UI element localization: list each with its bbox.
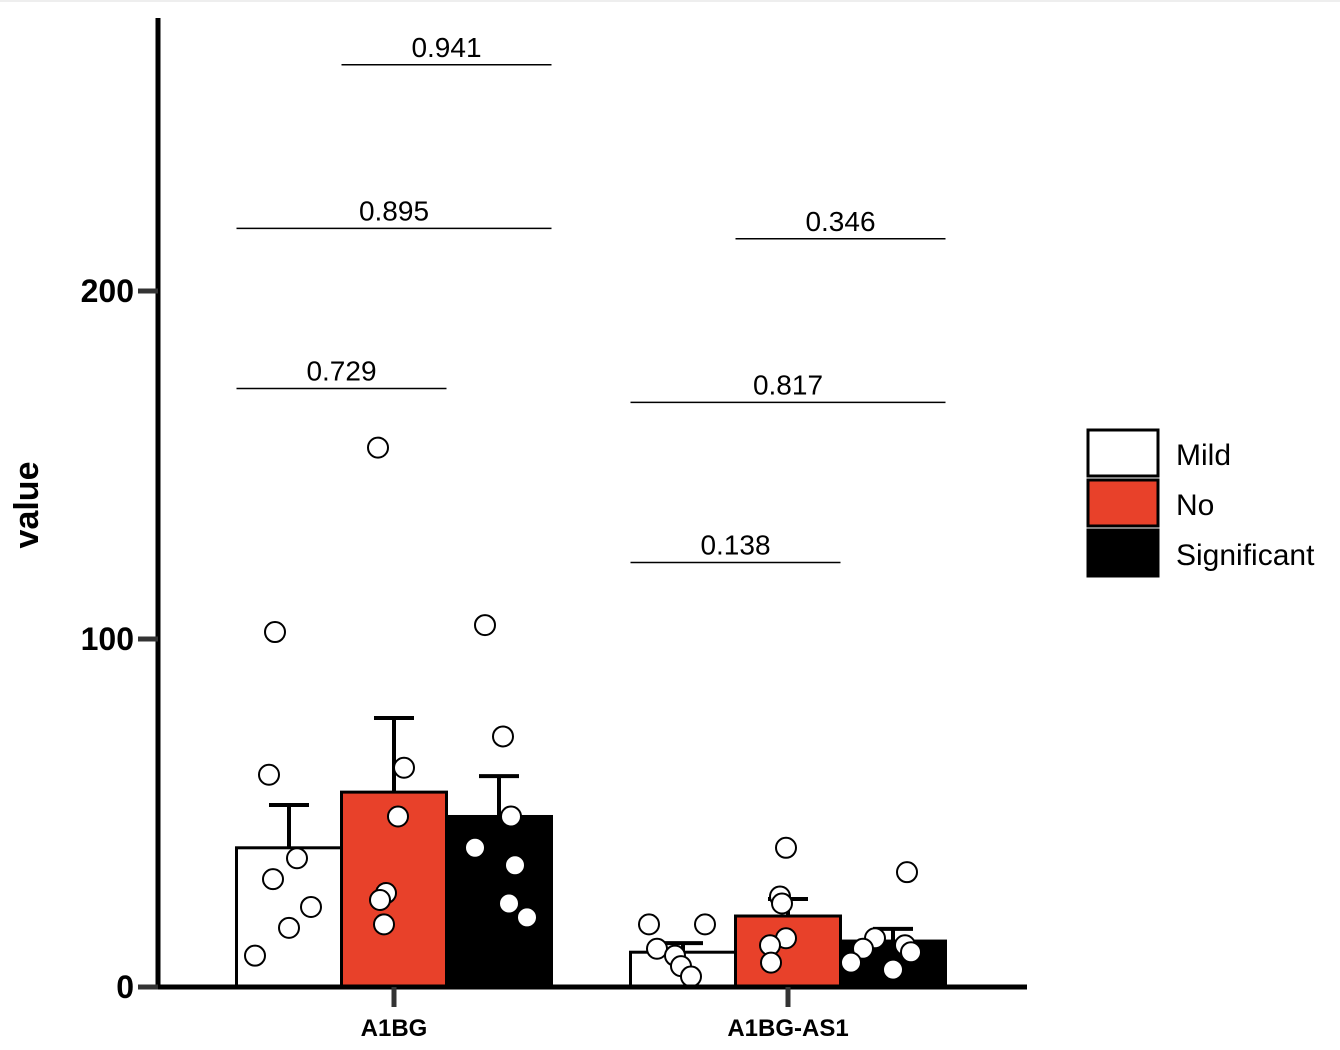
p-value-label: 0.941 xyxy=(411,32,481,63)
legend-swatch-mild xyxy=(1086,428,1160,478)
y-axis-label: value xyxy=(8,462,46,549)
data-point xyxy=(900,941,922,964)
legend-label-no: No xyxy=(1176,489,1214,522)
data-point xyxy=(258,763,280,786)
data-point xyxy=(262,868,284,891)
data-point xyxy=(516,906,538,929)
data-point xyxy=(771,892,793,915)
legend-swatch-no xyxy=(1086,478,1160,528)
data-point xyxy=(474,614,496,637)
data-point xyxy=(775,836,797,859)
x-tick-label: A1BG-AS1 xyxy=(727,1015,848,1042)
data-point xyxy=(367,436,389,459)
legend-swatch-significant xyxy=(1086,528,1160,578)
data-point xyxy=(393,756,415,779)
p-value-label: 0.895 xyxy=(359,195,429,226)
data-point xyxy=(840,951,862,974)
data-point xyxy=(504,854,526,877)
p-value-label: 0.729 xyxy=(306,355,376,386)
legend-label-mild: Mild xyxy=(1176,439,1231,472)
y-tick-label: 200 xyxy=(81,273,134,309)
data-point xyxy=(680,965,702,988)
p-value-label: 0.817 xyxy=(753,369,823,400)
data-point xyxy=(760,951,782,974)
y-tick-label: 100 xyxy=(81,621,134,657)
data-point xyxy=(646,937,668,960)
data-point xyxy=(852,937,874,960)
data-point xyxy=(498,892,520,915)
data-point xyxy=(286,847,308,870)
data-point xyxy=(387,805,409,828)
data-point xyxy=(500,805,522,828)
data-point xyxy=(694,913,716,936)
data-point xyxy=(244,944,266,967)
data-point xyxy=(369,889,391,911)
p-value-label: 0.346 xyxy=(805,206,875,237)
data-point xyxy=(373,913,395,936)
data-point xyxy=(300,895,322,918)
data-point xyxy=(278,916,300,939)
data-point xyxy=(492,725,514,748)
data-point xyxy=(464,836,486,859)
data-point xyxy=(882,958,904,981)
data-point xyxy=(896,861,918,884)
bar-no-a1bg-as1 xyxy=(734,914,842,989)
legend-label-significant: Significant xyxy=(1176,539,1315,572)
x-tick-label: A1BG xyxy=(361,1015,428,1042)
p-value-label: 0.138 xyxy=(700,529,770,560)
data-point xyxy=(264,621,286,644)
y-tick-label: 0 xyxy=(116,969,134,1005)
data-point xyxy=(638,913,660,936)
